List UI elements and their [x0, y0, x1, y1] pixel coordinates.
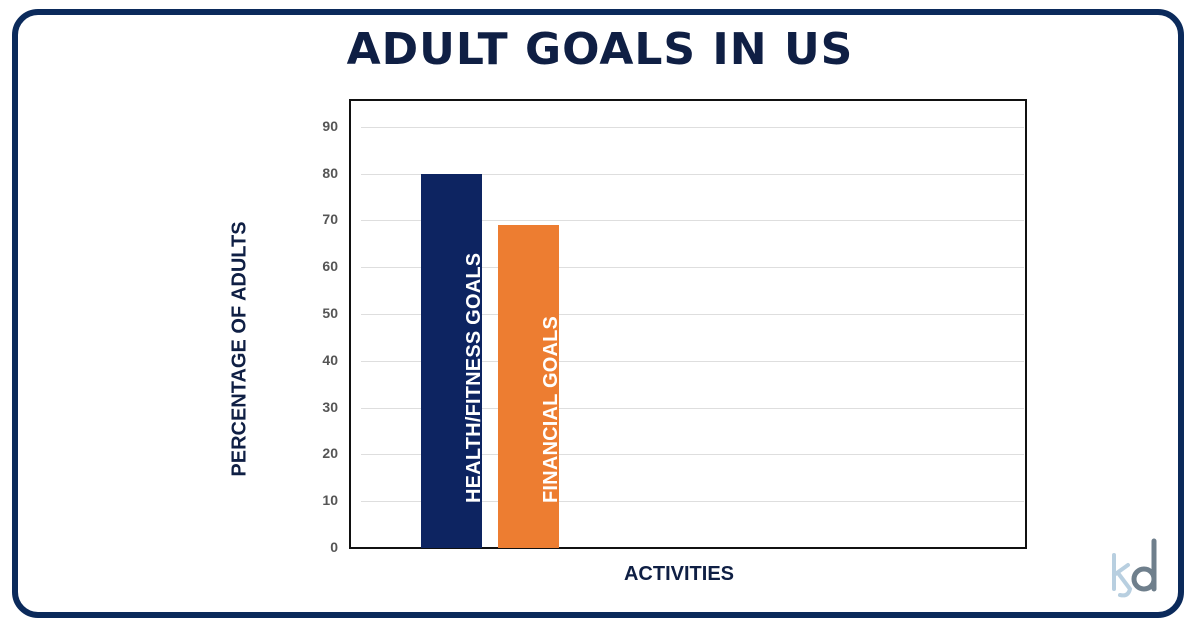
y-tick-label: 90 — [322, 117, 338, 134]
y-tick-label: 10 — [322, 492, 338, 509]
y-tick-label: 40 — [322, 351, 338, 368]
bar: HEALTH/FITNESS GOALS — [421, 173, 485, 548]
chart-title: ADULT GOALS IN US — [346, 24, 854, 75]
gridline — [361, 126, 1024, 128]
y-tick-label: 70 — [322, 211, 338, 228]
y-tick-label: 30 — [322, 398, 338, 415]
gridline — [361, 501, 1024, 503]
bar-label: FINANCIAL GOALS — [540, 315, 562, 503]
gridline — [361, 314, 1024, 315]
y-tick-label: 50 — [322, 305, 338, 321]
gridline — [361, 220, 1024, 222]
gridline — [361, 173, 1024, 175]
bar-label: HEALTH/FITNESS GOALS — [463, 252, 485, 503]
gridline — [361, 454, 1024, 456]
gridline — [361, 360, 1024, 362]
y-tick-label: 0 — [330, 539, 338, 555]
y-tick-label: 80 — [322, 164, 338, 181]
kd-logo-icon — [1112, 538, 1157, 598]
bar: FINANCIAL GOALS — [498, 225, 562, 548]
y-tick-label: 60 — [322, 258, 338, 275]
chart-frame — [12, 9, 1184, 618]
plot-area — [349, 99, 1027, 549]
gridline — [361, 407, 1024, 409]
gridline — [361, 267, 1024, 269]
y-axis-label: PERCENTAGE OF ADULTS — [228, 221, 251, 477]
x-axis-label: ACTIVITIES — [623, 563, 734, 585]
y-tick-label: 20 — [322, 445, 338, 462]
